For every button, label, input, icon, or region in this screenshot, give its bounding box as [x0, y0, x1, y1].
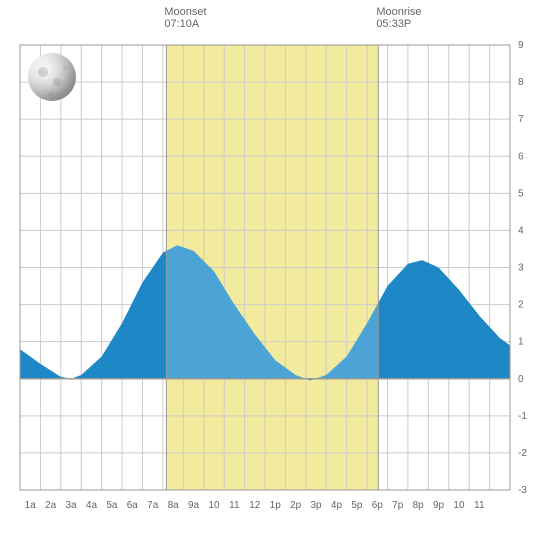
svg-text:9: 9	[518, 40, 524, 51]
moon-icon	[28, 53, 76, 101]
svg-text:1: 1	[518, 337, 524, 348]
svg-text:2p: 2p	[290, 500, 302, 511]
svg-text:5p: 5p	[351, 500, 363, 511]
svg-text:-1: -1	[518, 411, 527, 422]
svg-text:1p: 1p	[270, 500, 282, 511]
svg-text:-3: -3	[518, 485, 527, 496]
svg-text:6p: 6p	[372, 500, 384, 511]
svg-text:7: 7	[518, 114, 524, 125]
svg-text:4a: 4a	[86, 500, 98, 511]
svg-text:9p: 9p	[433, 500, 445, 511]
moonset-time: 07:10A	[164, 18, 206, 30]
svg-text:7a: 7a	[147, 500, 159, 511]
svg-text:3: 3	[518, 263, 524, 274]
svg-text:0: 0	[518, 374, 524, 385]
tide-chart-container: Moonset 07:10A Moonrise 05:33P -3-2-1012…	[0, 0, 550, 550]
svg-text:6: 6	[518, 151, 524, 162]
svg-text:7p: 7p	[392, 500, 404, 511]
svg-text:11: 11	[474, 500, 485, 511]
svg-text:2: 2	[518, 300, 524, 311]
svg-text:8a: 8a	[168, 500, 180, 511]
svg-text:10: 10	[453, 500, 465, 511]
svg-text:1a: 1a	[25, 500, 37, 511]
svg-text:-2: -2	[518, 448, 527, 459]
moonrise-header: Moonrise 05:33P	[376, 6, 421, 30]
svg-text:2a: 2a	[45, 500, 57, 511]
svg-text:12: 12	[249, 500, 261, 511]
svg-text:4: 4	[518, 225, 524, 236]
svg-text:6a: 6a	[127, 500, 139, 511]
svg-text:8: 8	[518, 77, 524, 88]
moonrise-time: 05:33P	[376, 18, 421, 30]
svg-text:11: 11	[229, 500, 240, 511]
svg-text:9a: 9a	[188, 500, 200, 511]
svg-text:5a: 5a	[106, 500, 118, 511]
chart-svg: -3-2-101234567891a2a3a4a5a6a7a8a9a101112…	[0, 0, 550, 550]
svg-text:4p: 4p	[331, 500, 343, 511]
moonset-label: Moonset	[164, 6, 206, 18]
svg-text:5: 5	[518, 188, 524, 199]
svg-text:10: 10	[208, 500, 220, 511]
svg-text:8p: 8p	[413, 500, 425, 511]
moonrise-label: Moonrise	[376, 6, 421, 18]
svg-text:3p: 3p	[310, 500, 322, 511]
svg-text:3a: 3a	[65, 500, 77, 511]
moonset-header: Moonset 07:10A	[164, 6, 206, 30]
